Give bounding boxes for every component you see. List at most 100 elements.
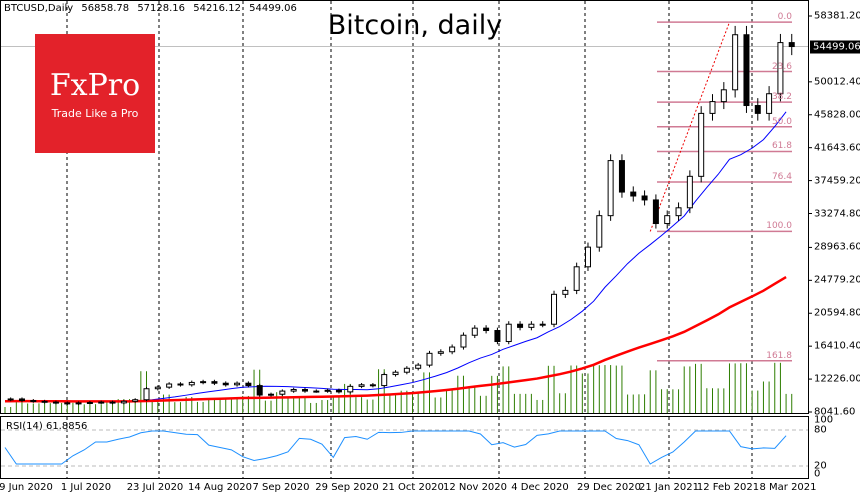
x-tick-label: 21 Oct 2020 xyxy=(382,482,444,493)
candle-body xyxy=(268,393,275,396)
x-tick-label: 23 Jul 2020 xyxy=(126,482,184,493)
y-tick-label: 41643.60 xyxy=(814,142,860,154)
candle-body xyxy=(290,389,297,392)
candle-body xyxy=(788,42,795,48)
fib-level-label: 76.4 xyxy=(771,172,792,182)
candle-body xyxy=(743,34,750,107)
fib-level-label: 38.2 xyxy=(771,92,792,103)
candle-body xyxy=(698,112,705,177)
high-value: 57128.16 xyxy=(137,3,186,14)
candle-body xyxy=(98,401,105,404)
candle-body xyxy=(86,401,93,404)
candle-body xyxy=(211,381,218,384)
candle-body xyxy=(551,293,558,325)
candle-body xyxy=(313,390,320,393)
candle-body xyxy=(132,399,139,402)
candle-body xyxy=(245,382,252,387)
rsi-panel-frame xyxy=(0,416,809,479)
candle-body xyxy=(754,105,761,114)
candle-body xyxy=(686,175,693,209)
fxpro-logo: FxPro Trade Like a Pro xyxy=(35,34,155,153)
candle-body xyxy=(641,195,648,201)
candle-body xyxy=(403,367,410,373)
candle-body xyxy=(177,383,184,386)
candle-body xyxy=(120,400,127,404)
ma-fast-line xyxy=(4,111,787,403)
x-tick-label: 12 Nov 2020 xyxy=(442,482,508,493)
candle-body xyxy=(449,346,456,353)
candle-body xyxy=(517,323,524,328)
x-tick-label: 7 Sep 2020 xyxy=(252,482,310,493)
candle-body xyxy=(256,385,263,396)
fib-level-label: 23.6 xyxy=(771,61,792,72)
y-tick-label: 33274.80 xyxy=(814,208,860,219)
candle-body xyxy=(109,401,116,404)
y-tick-label: 8041.60 xyxy=(814,406,856,418)
current-price-label: 54499.06 xyxy=(810,40,860,54)
y-tick-label: 58381.20 xyxy=(814,10,860,22)
candle-body xyxy=(143,388,150,401)
main-panel-frame xyxy=(0,0,809,414)
chart-header: BTCUSD,Daily 56858.78 57128.16 54216.12 … xyxy=(4,3,302,14)
fib-level-label: 61.8 xyxy=(771,141,792,152)
candle-body xyxy=(584,246,591,268)
fib-level-label: 50.0 xyxy=(771,116,792,127)
candle-body xyxy=(630,191,637,197)
candle-body xyxy=(358,384,365,387)
candle-body xyxy=(528,323,535,328)
fib-level-label: 161.8 xyxy=(766,350,792,361)
fib-level-label: 100.0 xyxy=(766,221,792,232)
candle-body xyxy=(324,389,331,392)
symbol-label: BTCUSD,Daily xyxy=(4,3,74,14)
candle-body xyxy=(494,330,501,343)
x-tick-label: 4 Dec 2020 xyxy=(511,482,569,493)
candle-body xyxy=(618,160,625,193)
candle-body xyxy=(200,381,207,384)
candle-body xyxy=(301,389,308,392)
x-tick-label: 29 Dec 2020 xyxy=(577,482,641,493)
rsi-level-label: 20 xyxy=(814,460,827,472)
candle-body xyxy=(766,93,773,114)
candle-body xyxy=(415,364,422,369)
logo-tagline: Trade Like a Pro xyxy=(51,107,139,120)
candle-body xyxy=(166,383,173,388)
rsi-line xyxy=(4,430,787,465)
y-tick-label: 45828.00 xyxy=(814,109,860,121)
x-tick-label: 12 Feb 2021 xyxy=(696,482,760,493)
candle-body xyxy=(279,390,286,395)
candle-body xyxy=(369,384,376,387)
candle-body xyxy=(460,334,467,348)
rsi-level-label: 100 xyxy=(814,414,834,426)
candle-body xyxy=(732,34,739,91)
fib-level-label: 0.0 xyxy=(777,12,792,23)
candle-body xyxy=(75,402,82,405)
candle-body xyxy=(18,398,25,402)
x-tick-label: 21 Jan 2021 xyxy=(639,482,699,493)
candle-body xyxy=(483,327,490,332)
candle-body xyxy=(188,381,195,386)
candle-body xyxy=(41,400,48,403)
candle-body xyxy=(426,352,433,366)
candle-body xyxy=(777,42,784,95)
y-tick-label: 28963.60 xyxy=(814,241,860,253)
candle-body xyxy=(7,398,14,401)
close-value: 54499.06 xyxy=(249,3,297,14)
candle-body xyxy=(652,199,659,225)
candle-body xyxy=(392,371,399,376)
rsi-level-label: 80 xyxy=(814,424,827,436)
candle-body xyxy=(607,160,614,217)
candle-body xyxy=(222,382,229,386)
y-tick-label: 20594.80 xyxy=(814,307,860,319)
candle-body xyxy=(335,389,342,393)
x-tick-label: 29 Sep 2020 xyxy=(315,482,379,493)
open-value: 56858.78 xyxy=(81,3,130,14)
candle-body xyxy=(154,386,161,390)
chart-title: Bitcoin, daily xyxy=(327,10,503,41)
y-tick-label: 16410.40 xyxy=(814,340,860,352)
fib-trendline xyxy=(649,21,730,232)
candle-body xyxy=(347,385,354,393)
candle-body xyxy=(234,382,241,386)
rsi-label: RSI(14) 61.8856 xyxy=(6,421,88,432)
